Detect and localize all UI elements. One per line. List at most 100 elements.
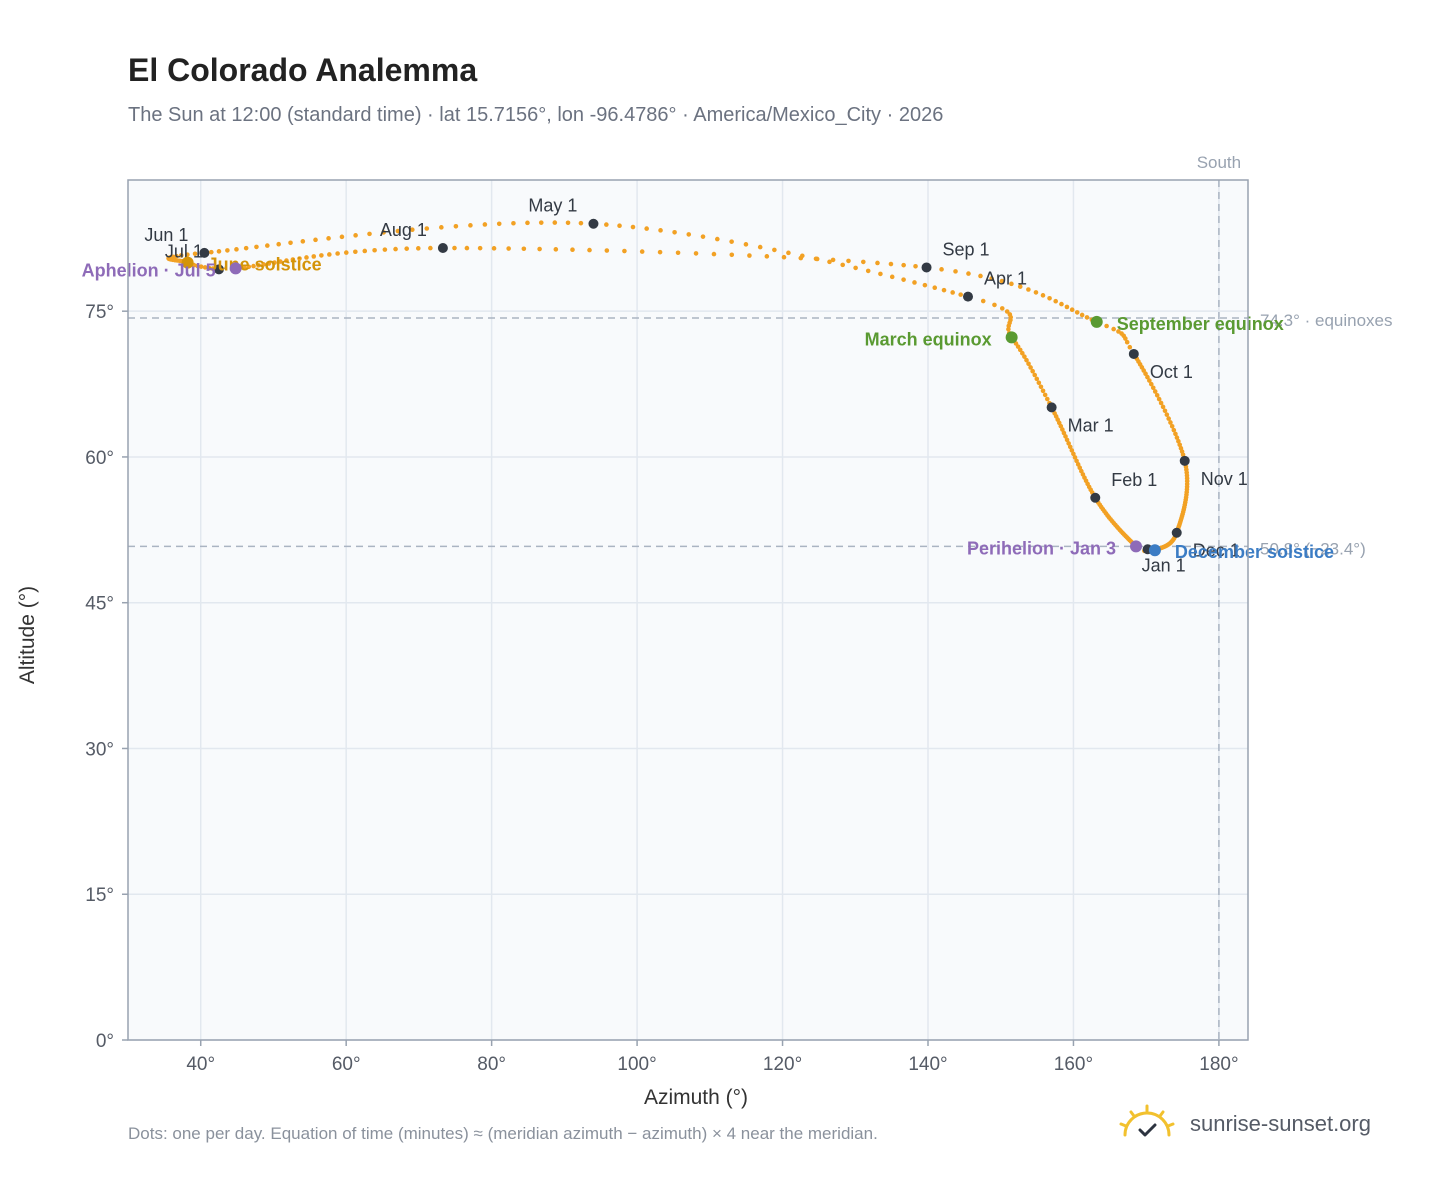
daily-dot — [1066, 441, 1071, 446]
daily-dot — [1033, 290, 1039, 295]
daily-dot — [889, 274, 895, 280]
daily-dot — [353, 249, 358, 255]
daily-dot — [195, 263, 200, 269]
daily-dot — [966, 271, 971, 276]
daily-dot — [246, 264, 252, 270]
daily-dot — [381, 230, 386, 235]
daily-dot — [327, 252, 332, 257]
daily-dot — [1069, 448, 1075, 453]
daily-dot — [424, 226, 430, 231]
daily-dot — [1123, 336, 1128, 341]
daily-dot — [1063, 434, 1068, 439]
daily-dot — [372, 247, 377, 253]
plot-background — [128, 180, 1248, 1040]
daily-dot — [1156, 396, 1162, 402]
daily-dot — [1020, 350, 1025, 356]
daily-dot — [958, 292, 963, 297]
daily-dot — [1164, 412, 1170, 417]
daily-dot — [644, 226, 649, 231]
event-label: Perihelion · Jan 3 — [967, 538, 1116, 558]
daily-dot — [570, 247, 575, 253]
event-label: September equinox — [1117, 314, 1284, 334]
daily-dot — [711, 251, 717, 257]
month-marker-label: Jul 1 — [165, 241, 203, 261]
daily-dot — [552, 220, 558, 225]
x-tick-label: 180° — [1199, 1054, 1238, 1075]
daily-dot — [254, 244, 259, 250]
daily-dot — [506, 246, 511, 251]
daily-dot — [428, 245, 433, 251]
daily-dot — [272, 260, 277, 265]
daily-dot — [999, 278, 1005, 284]
daily-dot — [297, 256, 302, 261]
daily-dot — [1071, 451, 1076, 457]
daily-dot — [700, 234, 706, 239]
daily-dot — [901, 262, 906, 268]
daily-dot — [786, 250, 791, 256]
brand-name[interactable]: sunrise-sunset.org — [1190, 1111, 1371, 1136]
month-marker — [1171, 527, 1182, 538]
brand[interactable]: sunrise-sunset.org — [1118, 1100, 1371, 1148]
daily-dot — [1127, 344, 1133, 350]
daily-dot — [1026, 287, 1031, 292]
daily-dot — [1028, 365, 1033, 370]
y-tick-label: 30° — [85, 739, 114, 760]
daily-dot — [1004, 309, 1010, 314]
daily-dot — [1038, 384, 1044, 390]
daily-dot — [1147, 378, 1152, 383]
daily-dot — [266, 261, 272, 266]
daily-dot — [1017, 284, 1023, 289]
daily-dot — [208, 249, 214, 255]
daily-dot — [578, 220, 584, 226]
daily-dot — [565, 220, 571, 226]
daily-dot — [241, 265, 247, 270]
daily-dot — [630, 224, 636, 230]
daily-dot — [300, 239, 306, 244]
x-tick-label: 120° — [763, 1054, 802, 1075]
daily-dot — [604, 222, 609, 227]
daily-dot — [1059, 301, 1064, 307]
chart-title: El Colorado Analemma — [128, 52, 478, 88]
month-marker — [1046, 402, 1057, 413]
daily-dot — [1036, 380, 1042, 386]
event-label: December solstice — [1175, 542, 1334, 562]
daily-dot — [362, 248, 368, 254]
daily-dot — [781, 254, 787, 260]
event-markers: March equinox September equinox June solst… — [82, 255, 1334, 563]
daily-dot — [1040, 293, 1046, 298]
daily-dot — [932, 285, 938, 291]
daily-dot — [313, 237, 318, 243]
daily-dot — [853, 265, 858, 271]
daily-dot — [1166, 416, 1171, 421]
daily-dot — [206, 265, 212, 271]
daily-dot — [1009, 281, 1014, 287]
y-tick-label: 60° — [85, 448, 114, 469]
daily-dot — [265, 243, 270, 248]
reference-lines: South 74.3° · equinoxes 50.8° (−23.4°) — [128, 153, 1393, 1040]
daily-dot — [912, 280, 917, 285]
daily-dot — [878, 271, 883, 277]
x-tick-label: 60° — [332, 1054, 361, 1075]
daily-dot — [1032, 372, 1038, 378]
daily-dot — [1006, 327, 1011, 332]
x-tick-label: 80° — [477, 1054, 506, 1075]
event-marker — [1148, 544, 1161, 557]
daily-dot — [174, 253, 179, 259]
x-tick-label: 140° — [908, 1054, 947, 1075]
daily-dot — [1160, 404, 1166, 410]
y-tick-label: 0° — [96, 1031, 114, 1052]
daily-dot — [846, 258, 851, 264]
daily-dot — [747, 253, 752, 258]
chart-subtitle: The Sun at 12:00 (standard time) · lat 1… — [128, 104, 944, 126]
daily-dot — [913, 263, 918, 269]
month-marker — [437, 243, 448, 254]
daily-dot — [1168, 420, 1173, 425]
month-marker-label: Aug 1 — [380, 220, 427, 240]
daily-dot — [953, 269, 958, 274]
x-tick-label: 160° — [1054, 1054, 1093, 1075]
daily-dot — [675, 250, 681, 256]
daily-dot — [1044, 396, 1050, 402]
month-marker-label: Jan 1 — [1142, 555, 1186, 575]
daily-dot — [468, 223, 473, 228]
daily-dot — [1042, 392, 1048, 398]
